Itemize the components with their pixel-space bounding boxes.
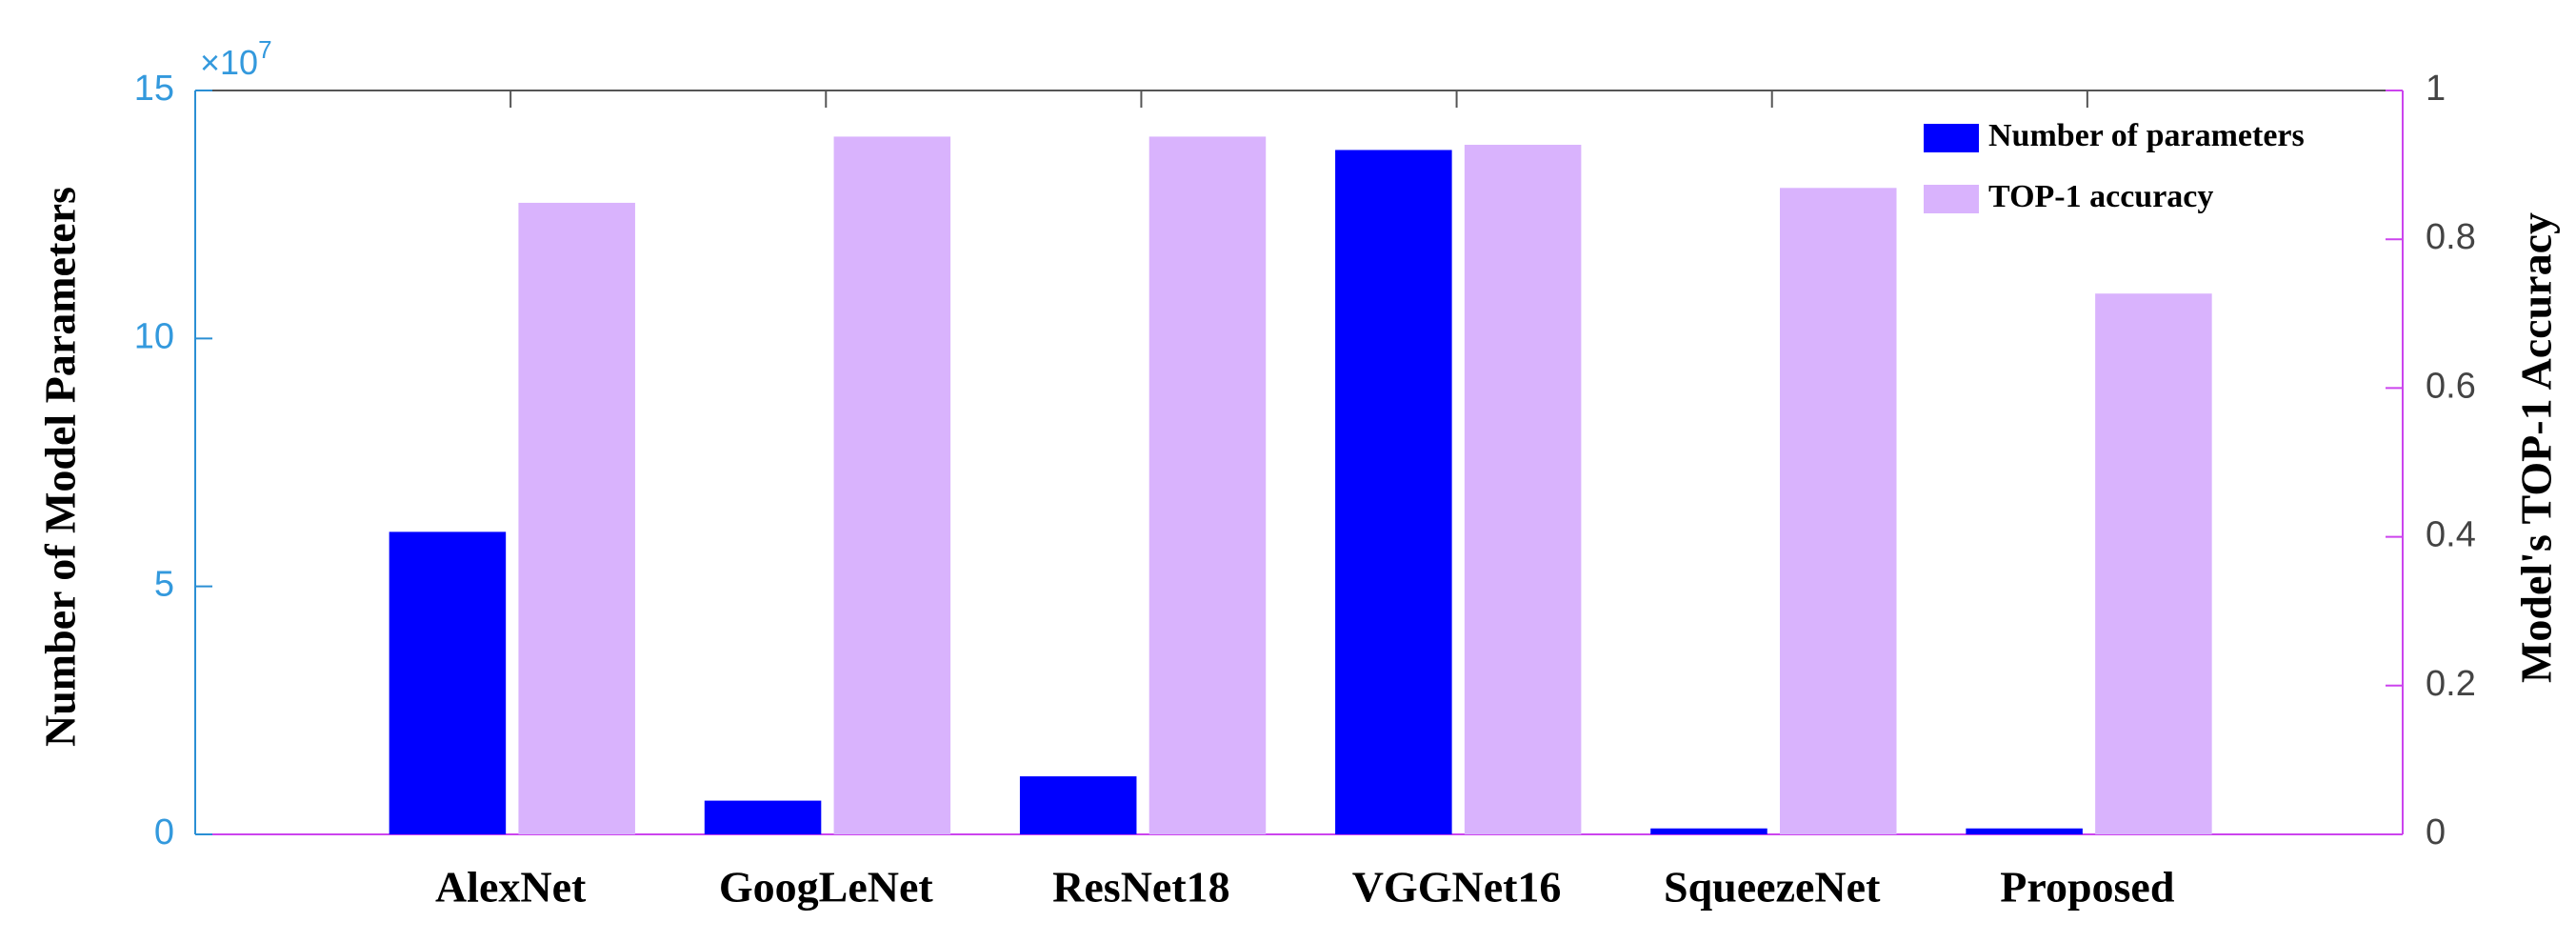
x-tick-label: Proposed: [2000, 863, 2175, 912]
y2-tick-label: 0.4: [2426, 515, 2476, 555]
y-multiplier: ×107: [200, 35, 272, 82]
bar: [1966, 828, 2083, 834]
y2-tick-label: 0.2: [2426, 664, 2476, 704]
y2-tick-label: 0.6: [2426, 366, 2476, 406]
bar: [1335, 150, 1452, 835]
x-tick-label: VGGNet16: [1352, 863, 1562, 912]
y-tick-label: 10: [134, 316, 174, 356]
bar: [1148, 136, 1267, 834]
y2-tick-label: 0: [2426, 812, 2446, 852]
y2-tick-label: 0.8: [2426, 217, 2476, 257]
bar: [1019, 776, 1137, 834]
x-tick-label: AlexNet: [435, 863, 587, 912]
bar: [1464, 145, 1582, 834]
bar: [704, 800, 822, 834]
y-tick-label: 5: [154, 565, 174, 605]
x-tick-label: GoogLeNet: [719, 863, 934, 912]
legend-swatch: [1924, 185, 1979, 213]
bar: [389, 531, 507, 834]
y2-tick-label: 1: [2426, 69, 2446, 109]
y2-axis-title: Model's TOP-1 Accuracy: [2512, 212, 2561, 683]
legend-swatch: [1924, 124, 1979, 152]
multiplier-exponent: 7: [258, 35, 271, 64]
bar: [1650, 828, 1767, 834]
legend-label: Number of parameters: [1988, 118, 2305, 153]
bar: [518, 202, 635, 834]
y-axis-title: Number of Model Parameters: [36, 187, 85, 747]
bar: [1779, 188, 1897, 834]
bar: [833, 136, 951, 834]
y-tick-label: 0: [154, 812, 174, 852]
bar: [2095, 293, 2212, 834]
x-tick-label: SqueezeNet: [1664, 863, 1881, 912]
multiplier-base: ×10: [200, 43, 258, 82]
y-tick-label: 15: [134, 69, 174, 109]
legend-label: TOP-1 accuracy: [1988, 179, 2213, 214]
x-tick-label: ResNet18: [1052, 863, 1230, 912]
